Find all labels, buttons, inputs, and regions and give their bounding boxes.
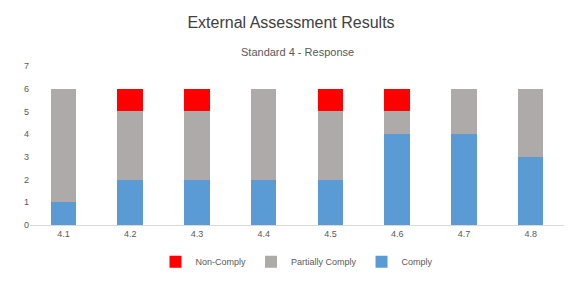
svg-text:4.8: 4.8	[524, 229, 537, 239]
svg-text:Non-Comply: Non-Comply	[196, 257, 247, 267]
svg-text:5: 5	[24, 107, 29, 117]
svg-text:4.2: 4.2	[124, 229, 137, 239]
svg-text:4.7: 4.7	[458, 229, 471, 239]
svg-text:4.6: 4.6	[391, 229, 404, 239]
svg-text:7: 7	[24, 61, 29, 71]
svg-text:4.1: 4.1	[57, 229, 70, 239]
svg-text:4: 4	[24, 129, 29, 139]
svg-text:External Assessment Results: External Assessment Results	[187, 14, 394, 31]
svg-text:0: 0	[24, 220, 29, 230]
svg-text:6: 6	[24, 84, 29, 94]
svg-text:Standard 4 - Response: Standard 4 - Response	[241, 46, 354, 58]
svg-text:Partially Comply: Partially Comply	[291, 257, 357, 267]
svg-text:1: 1	[24, 197, 29, 207]
svg-text:Comply: Comply	[402, 257, 433, 267]
svg-text:4.5: 4.5	[324, 229, 337, 239]
svg-text:4.3: 4.3	[191, 229, 204, 239]
svg-text:2: 2	[24, 175, 29, 185]
svg-text:3: 3	[24, 152, 29, 162]
svg-text:4.4: 4.4	[257, 229, 270, 239]
